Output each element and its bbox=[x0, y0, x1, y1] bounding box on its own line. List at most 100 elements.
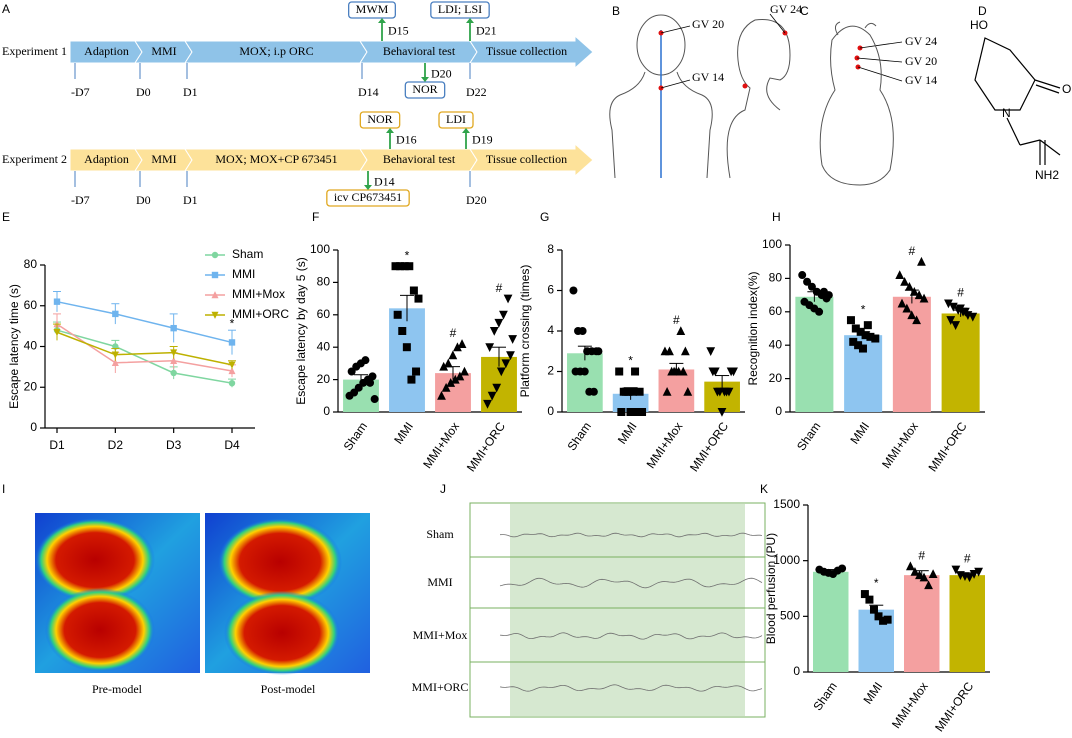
point bbox=[917, 256, 926, 266]
annotation: * bbox=[405, 248, 410, 262]
point bbox=[414, 294, 423, 303]
point bbox=[912, 315, 921, 325]
stage-label: Adaption bbox=[84, 152, 129, 166]
point bbox=[405, 262, 414, 271]
x-tick-label: MMI bbox=[860, 680, 885, 707]
panel-label: I bbox=[2, 482, 5, 496]
molecule bbox=[974, 37, 1061, 165]
acupoint-label: GV 24 bbox=[905, 34, 937, 48]
day-label: D14 bbox=[358, 85, 379, 99]
acupoint-label: GV 14 bbox=[692, 70, 724, 84]
point bbox=[726, 367, 736, 377]
point bbox=[798, 271, 807, 280]
y-tick-label: 1000 bbox=[773, 553, 800, 567]
y-tick-label: 20 bbox=[769, 371, 783, 385]
point bbox=[860, 590, 869, 599]
y-tick-label: 40 bbox=[317, 339, 331, 353]
box-label: icv CP673451 bbox=[334, 190, 402, 204]
box-label: MWM bbox=[356, 2, 389, 16]
stage-label: Behavioral test bbox=[383, 44, 456, 58]
point bbox=[944, 299, 953, 309]
y-tick-label: 0 bbox=[323, 404, 330, 418]
x-tick-label: MMI+Mox bbox=[644, 420, 686, 471]
box-label: LDI bbox=[446, 112, 466, 126]
image-label: Pre-model bbox=[92, 682, 143, 696]
point bbox=[407, 375, 416, 384]
legend-marker bbox=[211, 251, 219, 259]
point bbox=[443, 358, 453, 368]
atom-label: O bbox=[1062, 82, 1071, 96]
point bbox=[628, 387, 637, 396]
point bbox=[487, 391, 497, 401]
box-day: D15 bbox=[388, 23, 409, 37]
point bbox=[494, 318, 504, 328]
point bbox=[457, 339, 467, 348]
point bbox=[446, 378, 456, 387]
point bbox=[485, 343, 495, 352]
point bbox=[441, 382, 451, 392]
event-box bbox=[430, 1, 490, 19]
point bbox=[496, 367, 506, 377]
point bbox=[968, 312, 978, 322]
acupoint-label: GV 24 bbox=[770, 2, 802, 16]
panel-label: H bbox=[772, 210, 781, 224]
point bbox=[924, 580, 933, 590]
heatmap-images bbox=[35, 513, 370, 675]
point bbox=[851, 324, 860, 333]
trace-label: MMI bbox=[427, 575, 452, 589]
point bbox=[398, 327, 407, 335]
experiment-label: Experiment 2 bbox=[2, 152, 67, 166]
image-label: Post-model bbox=[261, 682, 316, 696]
trace-label: MMI+Mox bbox=[413, 628, 468, 642]
panel-label: F bbox=[312, 210, 319, 224]
panel-label: G bbox=[540, 210, 549, 224]
day-label: D0 bbox=[136, 85, 151, 99]
box-label: NOR bbox=[367, 112, 392, 126]
x-tick-label: D3 bbox=[166, 438, 182, 452]
panel-label: A bbox=[2, 2, 10, 16]
point bbox=[706, 347, 716, 357]
point bbox=[919, 572, 929, 582]
point bbox=[910, 567, 920, 576]
legend-label: MMI bbox=[232, 267, 255, 281]
legend-label: MMI+Mox bbox=[232, 287, 285, 301]
annotation: # bbox=[673, 313, 680, 327]
y-axis-label: Escape latency by day 5 (s) bbox=[294, 257, 308, 404]
point bbox=[370, 395, 379, 404]
box-label: NOR bbox=[412, 82, 437, 96]
point bbox=[633, 408, 642, 416]
y-tick-label: 20 bbox=[24, 379, 38, 393]
point bbox=[919, 293, 929, 303]
trace-label: MMI+ORC bbox=[412, 680, 469, 694]
legend-label: Sham bbox=[232, 247, 263, 261]
series-line bbox=[56, 300, 233, 344]
point bbox=[713, 387, 722, 397]
point bbox=[492, 383, 502, 393]
stage-label: Tissue collection bbox=[486, 44, 567, 58]
point bbox=[228, 379, 236, 387]
x-tick-label: Sham bbox=[341, 420, 370, 454]
point bbox=[578, 327, 587, 335]
point bbox=[854, 341, 863, 350]
panel-label: K bbox=[760, 482, 768, 496]
bar bbox=[941, 313, 980, 412]
point bbox=[170, 356, 178, 364]
point bbox=[665, 346, 674, 356]
point bbox=[969, 570, 979, 579]
point bbox=[865, 595, 874, 604]
point bbox=[866, 332, 875, 341]
arrow-head bbox=[421, 77, 429, 82]
y-tick-label: 6 bbox=[547, 283, 554, 297]
point bbox=[671, 366, 681, 376]
point bbox=[846, 316, 855, 325]
x-tick-label: D2 bbox=[108, 438, 124, 452]
stage-label: MOX; MOX+CP 673451 bbox=[215, 152, 337, 166]
x-tick-label: MMI+ORC bbox=[687, 419, 731, 474]
day-label: D22 bbox=[466, 85, 487, 99]
annotation: * bbox=[230, 316, 235, 330]
box-day: D19 bbox=[472, 132, 493, 146]
point bbox=[974, 567, 984, 577]
box-day: D16 bbox=[396, 132, 417, 146]
y-tick-label: 0 bbox=[775, 404, 782, 418]
y-tick-label: 60 bbox=[317, 307, 331, 321]
